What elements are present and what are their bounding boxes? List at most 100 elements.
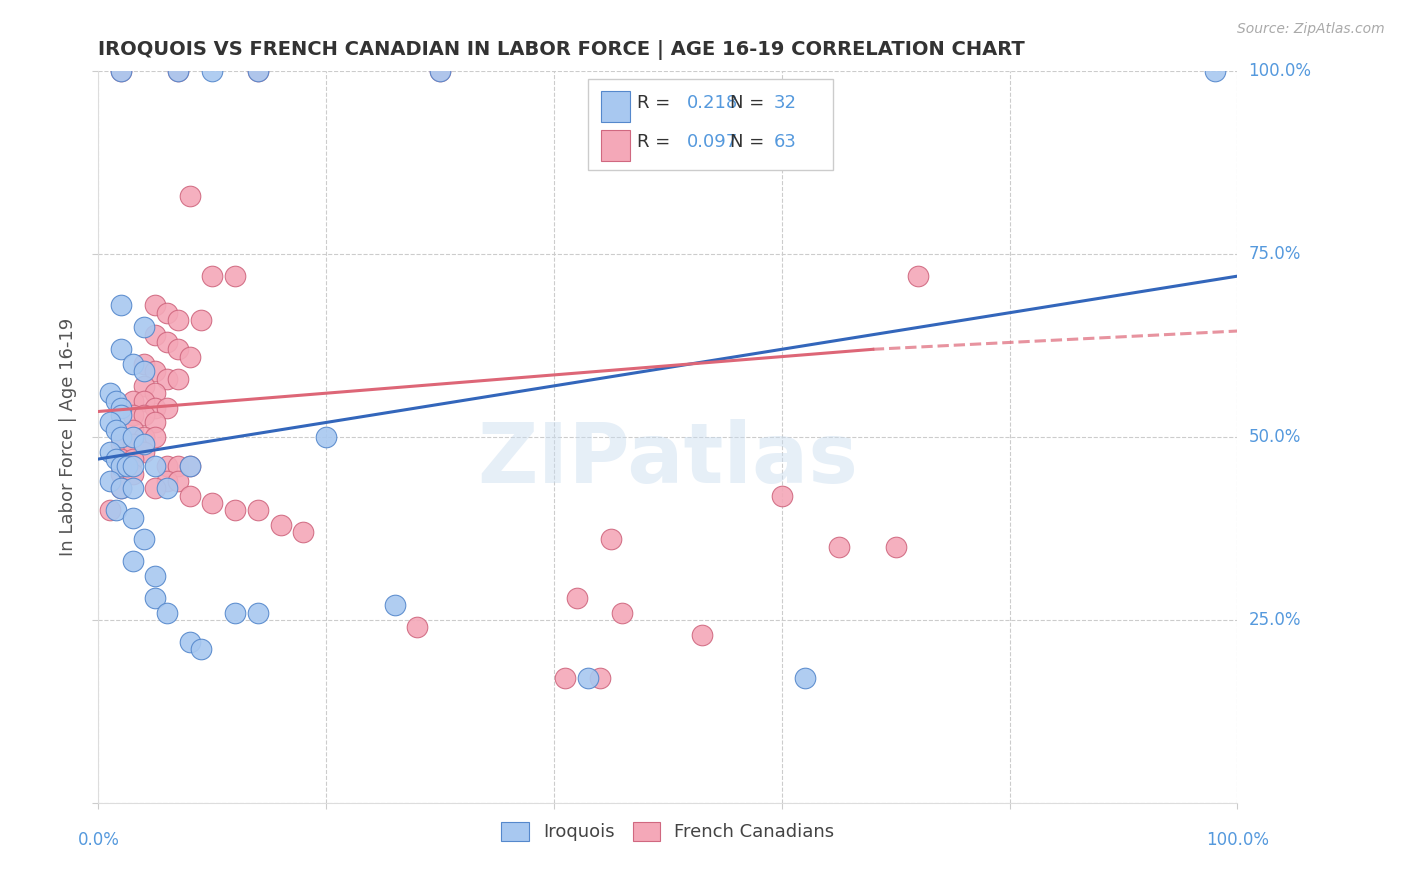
Point [554,672,576,686]
Point [156,459,179,474]
Text: ZIPatlas: ZIPatlas [478,418,858,500]
Point [121,459,143,474]
Point [179,188,201,202]
Text: 75.0%: 75.0% [1249,245,1301,263]
Point [121,437,143,451]
Text: 25.0%: 25.0% [1249,611,1301,629]
Point [828,540,851,554]
Text: Source: ZipAtlas.com: Source: ZipAtlas.com [1237,22,1385,37]
Point [132,533,155,547]
Point [246,64,269,78]
Point [121,481,143,495]
Point [156,401,179,415]
Point [132,379,155,393]
Text: R =: R = [637,94,676,112]
FancyBboxPatch shape [600,91,630,122]
Point [121,452,143,467]
Point [132,444,155,458]
Point [104,452,127,467]
Point [121,467,143,481]
Point [110,481,132,495]
Point [201,64,224,78]
Point [1204,64,1226,78]
Point [612,606,634,620]
Point [884,540,907,554]
Point [110,408,132,422]
Point [132,430,155,444]
Point [110,343,132,357]
Point [224,606,246,620]
Point [132,357,155,371]
Point [167,343,190,357]
Point [600,533,623,547]
Point [98,444,121,458]
Point [156,606,179,620]
Point [167,64,190,78]
Text: 100.0%: 100.0% [1249,62,1312,80]
Point [110,64,132,78]
FancyBboxPatch shape [600,130,630,161]
Text: 32: 32 [773,94,797,112]
Point [145,459,167,474]
Text: 63: 63 [773,133,797,152]
Point [576,672,599,686]
Point [110,467,132,481]
Point [145,569,167,583]
Text: 0.097: 0.097 [688,133,738,152]
Point [121,430,143,444]
Point [145,327,167,342]
Point [179,459,201,474]
Point [588,672,610,686]
Point [429,64,451,78]
Point [145,481,167,495]
Point [690,627,713,641]
Point [145,591,167,605]
Point [179,489,201,503]
Point [132,320,155,334]
Point [145,416,167,430]
Point [190,642,212,657]
Point [121,554,143,568]
Point [145,298,167,312]
Point [156,481,179,495]
Text: 50.0%: 50.0% [1249,428,1301,446]
Text: 100.0%: 100.0% [1206,830,1268,848]
Point [315,430,337,444]
Point [156,371,179,385]
Point [110,298,132,312]
Text: 0.218: 0.218 [688,94,738,112]
Point [246,606,269,620]
Text: N =: N = [731,133,770,152]
Point [132,364,155,378]
Point [104,423,127,437]
Point [98,416,121,430]
Point [121,393,143,408]
Point [98,386,121,401]
Point [429,64,451,78]
Point [132,408,155,422]
Point [110,437,132,451]
Point [246,503,269,517]
Point [201,269,224,284]
Point [384,599,406,613]
Point [167,474,190,488]
Text: 0.0%: 0.0% [77,830,120,848]
Point [110,401,132,415]
Point [907,269,929,284]
Point [145,364,167,378]
Point [292,525,315,540]
Point [179,350,201,364]
Point [98,474,121,488]
Point [145,430,167,444]
Point [246,64,269,78]
Point [121,357,143,371]
Point [110,64,132,78]
Point [110,452,132,467]
Point [770,489,793,503]
Point [167,64,190,78]
Point [167,371,190,385]
Point [110,459,132,474]
Point [167,313,190,327]
Point [406,620,429,634]
Point [224,503,246,517]
